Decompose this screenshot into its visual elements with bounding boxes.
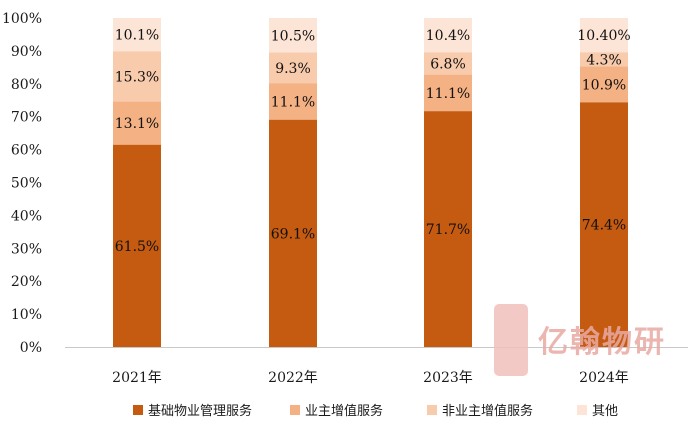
y-tick-label: 20% xyxy=(11,274,42,290)
data-label: 9.3% xyxy=(275,61,311,77)
bar-segment xyxy=(113,18,161,52)
data-label: 71.7% xyxy=(426,222,470,238)
y-tick-label: 70% xyxy=(11,110,42,126)
bar-segment xyxy=(424,52,472,75)
legend-item: 基础物业管理服务 xyxy=(133,403,252,419)
data-label: 4.3% xyxy=(586,52,622,68)
bar-segment xyxy=(424,74,472,112)
data-label: 10.5% xyxy=(271,28,315,44)
data-label: 11.1% xyxy=(271,94,315,110)
x-axis-ticks: 2021年 2022年 2023年 2024年 xyxy=(112,370,629,386)
data-label: 10.9% xyxy=(582,77,626,93)
bar-segment xyxy=(424,18,472,53)
x-tick-label: 2021年 xyxy=(112,370,162,386)
data-label: 13.1% xyxy=(115,116,159,132)
y-tick-label: 40% xyxy=(11,208,42,224)
watermark-logo xyxy=(494,304,528,376)
bar-segment xyxy=(113,101,161,145)
legend-swatch xyxy=(133,405,143,415)
legend-item: 非业主增值服务 xyxy=(427,403,533,419)
data-label: 11.1% xyxy=(426,86,470,102)
bar-segment xyxy=(580,18,628,53)
legend-swatch xyxy=(577,405,587,415)
y-tick-label: 50% xyxy=(11,176,42,192)
data-label: 74.4% xyxy=(582,218,626,234)
bar-segment xyxy=(269,52,317,84)
legend-label: 业主增值服务 xyxy=(305,403,383,419)
data-label: 10.40% xyxy=(577,28,630,44)
data-label: 10.1% xyxy=(115,28,159,44)
y-tick-label: 60% xyxy=(11,143,42,159)
y-tick-label: 80% xyxy=(11,77,42,93)
legend-item: 业主增值服务 xyxy=(290,403,383,419)
data-label: 61.5% xyxy=(115,239,159,255)
bar-segment xyxy=(580,52,628,67)
bar-segment xyxy=(113,144,161,347)
watermark-text: 亿翰物研 xyxy=(538,325,666,360)
y-axis-ticks: 0% 10% 20% 30% 40% 50% 60% 70% 80% 90% 100% xyxy=(2,11,42,356)
legend-label: 非业主增值服务 xyxy=(442,403,533,419)
data-label: 6.8% xyxy=(430,56,466,72)
data-label: 69.1% xyxy=(271,226,315,242)
y-tick-label: 100% xyxy=(2,11,42,27)
x-tick-label: 2023年 xyxy=(423,370,473,386)
legend-label: 其他 xyxy=(592,404,618,419)
legend-swatch xyxy=(427,405,437,415)
legend-item: 其他 xyxy=(577,404,618,419)
bar-segment xyxy=(580,102,628,347)
y-tick-label: 30% xyxy=(11,241,42,257)
legend-label: 基础物业管理服务 xyxy=(148,403,252,419)
x-tick-label: 2024年 xyxy=(579,370,629,386)
watermark: 亿翰物研 xyxy=(494,304,666,376)
data-label: 15.3% xyxy=(115,69,159,85)
y-tick-label: 10% xyxy=(11,307,42,323)
bar-segment xyxy=(424,111,472,348)
data-labels: 61.5% 13.1% 15.3% 10.1% 69.1% 11.1% 9.3% 10.5% 7… xyxy=(115,28,631,255)
x-tick-label: 2022年 xyxy=(268,370,318,386)
y-tick-label: 0% xyxy=(20,340,42,356)
bar-segment xyxy=(269,119,317,347)
bar-segment xyxy=(113,51,161,102)
bar-segment xyxy=(269,18,317,53)
y-tick-label: 90% xyxy=(11,44,42,60)
legend-swatch xyxy=(290,405,300,415)
legend: 基础物业管理服务 业主增值服务 非业主增值服务 其他 xyxy=(133,403,618,419)
bar-segment xyxy=(580,66,628,103)
bars xyxy=(113,18,628,348)
data-label: 10.4% xyxy=(426,28,470,44)
bar-segment xyxy=(269,83,317,120)
